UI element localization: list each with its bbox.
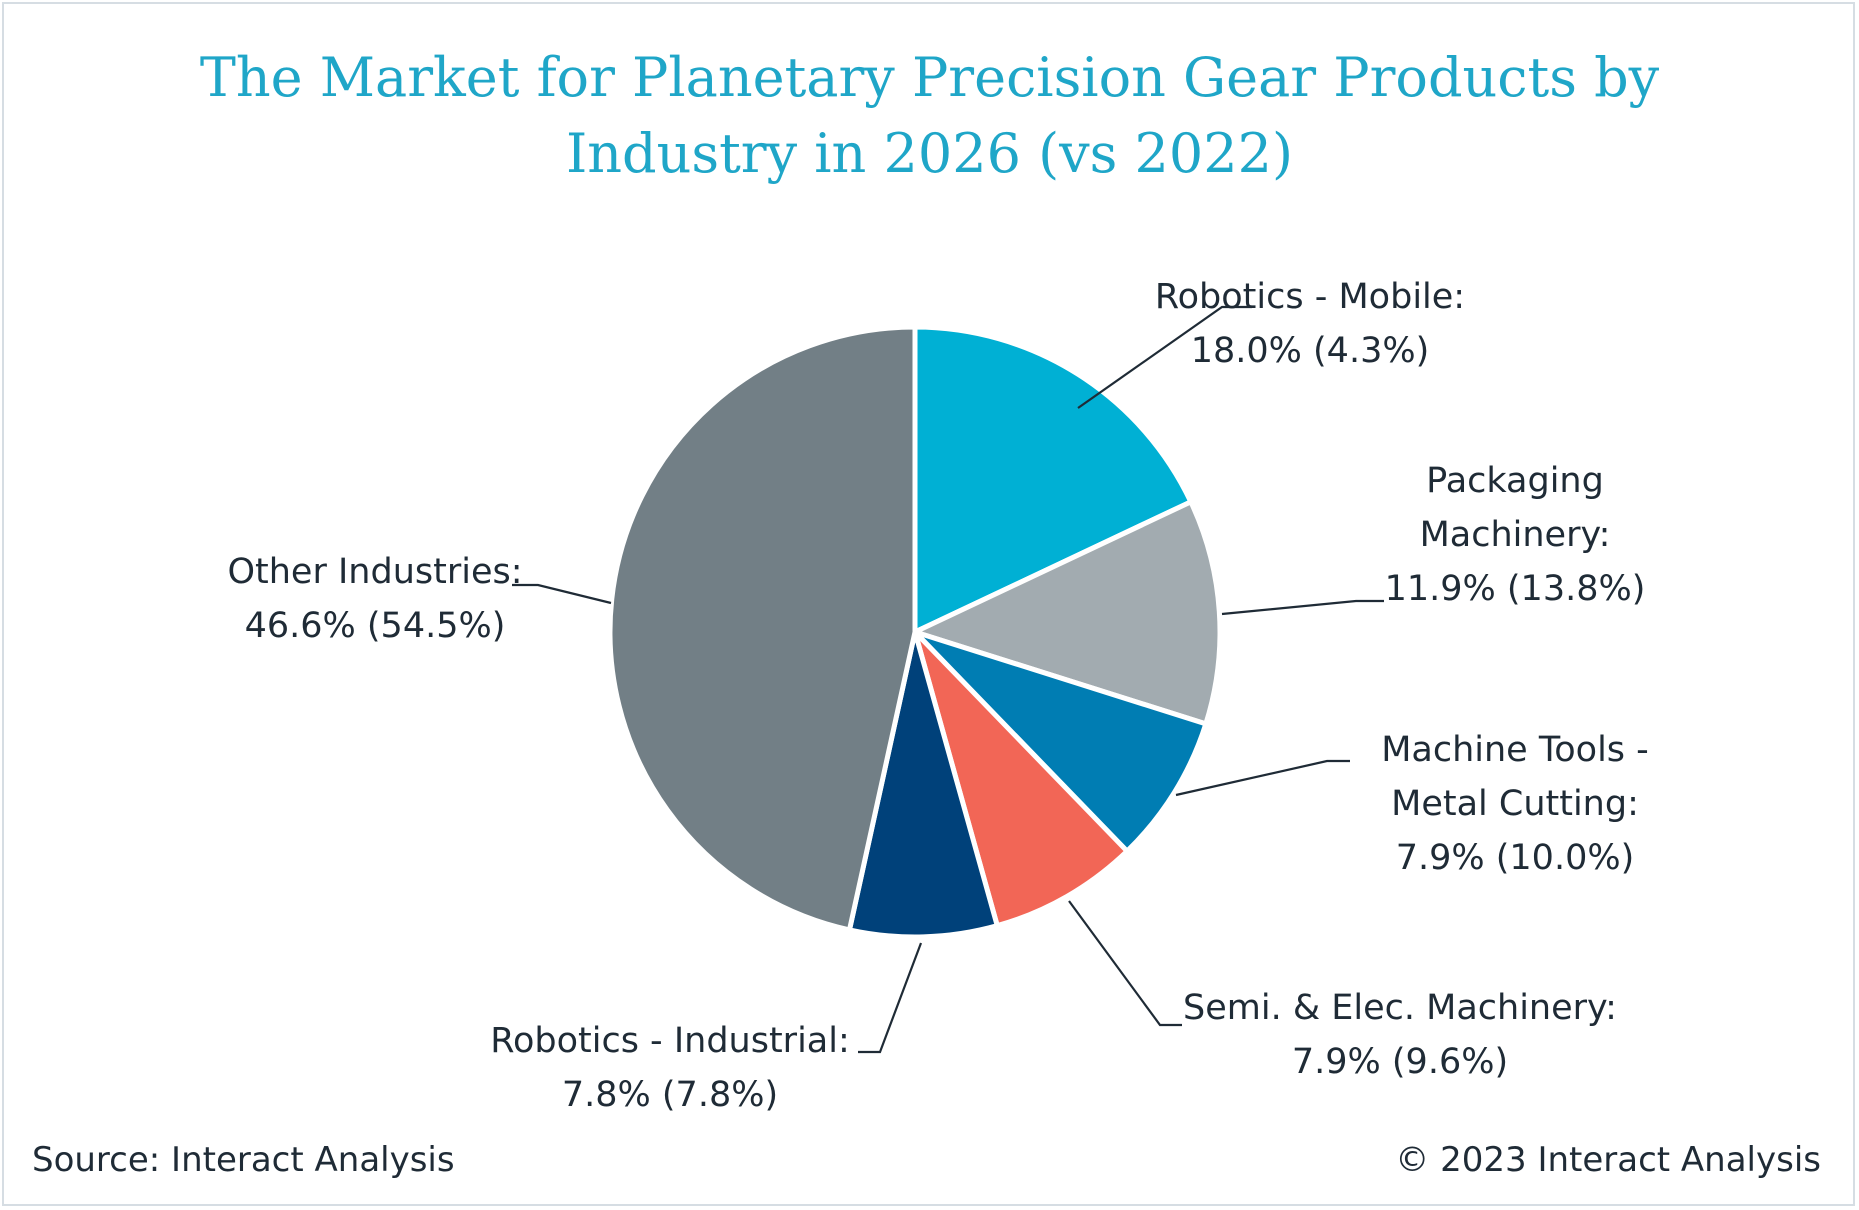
slice-label-line: Packaging bbox=[1426, 461, 1604, 501]
leader-line-semi-elec-machinery bbox=[1068, 900, 1182, 1027]
slice-label-line: Robotics - Industrial: bbox=[490, 1021, 850, 1061]
slice-label-semi-elec-machinery: Semi. & Elec. Machinery: 7.9% (9.6%) bbox=[1183, 988, 1617, 1082]
slice-label-robotics-mobile: Robotics - Mobile: 18.0% (4.3%) bbox=[1155, 277, 1465, 371]
slice-label-packaging-machinery: Packaging Machinery: 11.9% (13.8%) bbox=[1385, 461, 1646, 609]
pie-slice-semi-elec-machinery bbox=[912, 629, 1130, 929]
slice-label-line: 7.9% (9.6%) bbox=[1292, 1042, 1508, 1082]
slice-label-line: 46.6% (54.5%) bbox=[245, 606, 506, 646]
leader-lines bbox=[512, 305, 1384, 1054]
source-note: Source: Interact Analysis bbox=[32, 1140, 455, 1180]
leader-line-robotics-industrial bbox=[858, 942, 923, 1054]
slice-label-machine-tools-metal-cutting: Machine Tools - Metal Cutting: 7.9% (10.0%… bbox=[1381, 730, 1649, 878]
pie-slice-machine-tools-metal-cutting bbox=[912, 629, 1209, 854]
slice-label-line: 7.9% (10.0%) bbox=[1396, 838, 1635, 878]
copyright-note: © 2023 Interact Analysis bbox=[1395, 1140, 1821, 1180]
leader-line-packaging-machinery bbox=[1221, 599, 1384, 616]
leader-line-robotics-mobile bbox=[1077, 305, 1252, 409]
slice-label-other-industries: Other Industries: 46.6% (54.5%) bbox=[227, 552, 522, 646]
slice-label-line: Machine Tools - bbox=[1381, 730, 1649, 770]
chart-title-line-2: Industry in 2026 (vs 2022) bbox=[565, 122, 1294, 185]
leader-line-machine-tools-metal-cutting bbox=[1175, 759, 1350, 797]
slice-label-line: 7.8% (7.8%) bbox=[562, 1075, 778, 1115]
pie-slice-packaging-machinery bbox=[912, 499, 1223, 727]
slice-labels: Robotics - Mobile: 18.0% (4.3%) Packaging M… bbox=[227, 277, 1648, 1115]
slice-label-line: 18.0% (4.3%) bbox=[1191, 331, 1430, 371]
pie-slices bbox=[607, 324, 1223, 940]
pie-slice-robotics-industrial bbox=[846, 629, 1000, 940]
leader-line-other-industries bbox=[512, 583, 612, 605]
slice-label-line: 11.9% (13.8%) bbox=[1385, 569, 1646, 609]
slice-label-robotics-industrial: Robotics - Industrial: 7.8% (7.8%) bbox=[490, 1021, 850, 1115]
chart-title-line-1: The Market for Planetary Precision Gear … bbox=[199, 46, 1660, 109]
slice-label-line: Semi. & Elec. Machinery: bbox=[1183, 988, 1617, 1028]
slice-label-line: Other Industries: bbox=[227, 552, 522, 592]
chart-title: The Market for Planetary Precision Gear … bbox=[0, 40, 1859, 192]
slice-label-line: Robotics - Mobile: bbox=[1155, 277, 1465, 317]
pie-slice-other-industries bbox=[607, 324, 918, 933]
pie-slice-robotics-mobile bbox=[912, 324, 1194, 635]
slice-label-line: Metal Cutting: bbox=[1391, 784, 1639, 824]
slice-label-line: Machinery: bbox=[1420, 515, 1611, 555]
